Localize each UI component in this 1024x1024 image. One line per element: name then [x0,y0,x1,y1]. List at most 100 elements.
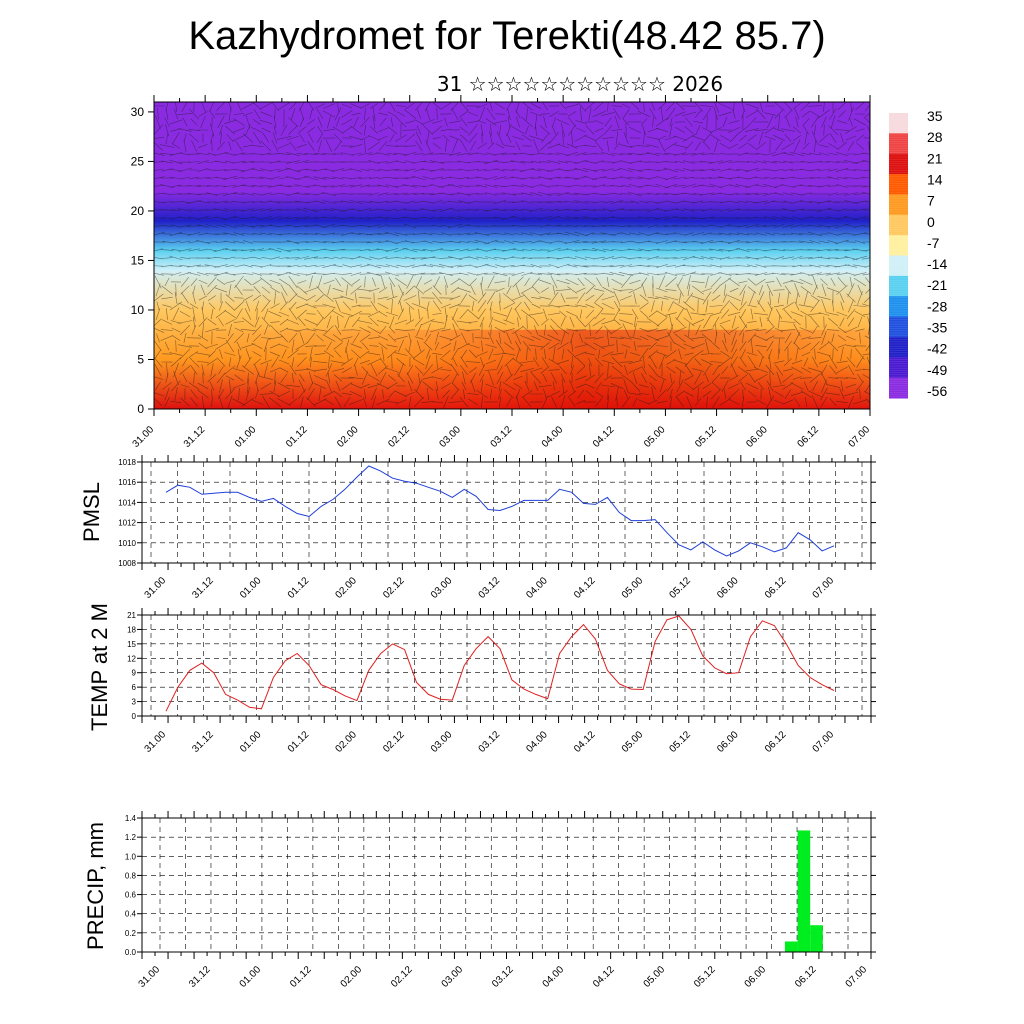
temp-y-tick-label: 21 [127,611,136,620]
pmsl-y-axis-title: PMSL [79,482,104,542]
colorbar-segment [889,214,908,236]
pmsl-x-tick-label: 01.12 [286,575,312,601]
temp-y-tick-label: 12 [127,654,136,663]
temp-x-tick-label: 31.00 [143,729,169,755]
cross-section-x-tick-label: 04.00 [540,424,566,450]
pmsl-x-tick-label: 06.00 [715,575,741,601]
colorbar-segment [889,357,908,379]
precip-x-tick-label: 01.00 [238,964,264,990]
temp-y-tick-label: 0 [132,712,137,721]
colorbar-segment [889,296,908,318]
temp-y-tick-label: 18 [127,625,136,634]
colorbar-label: -42 [927,341,947,357]
colorbar-label: -14 [927,256,947,272]
colorbar-segment [889,113,908,134]
chart-subtitle: 31 ☆☆☆☆☆☆☆☆☆☆☆ 2026 [436,72,724,96]
temp-x-tick-label: 05.12 [668,729,694,755]
temp-x-tick-label: 31.12 [190,729,216,755]
cross-section-y-tick-label: 15 [131,253,145,267]
temp-x-tick-label: 06.12 [763,729,789,755]
temp-y-tick-label: 3 [132,698,137,707]
temp-x-tick-label: 04.00 [524,729,550,755]
wind-vector-paths [154,102,870,409]
colorbar-segment [889,133,908,155]
colorbar-segment [889,336,908,358]
colorbar-segment [889,316,908,338]
pmsl-x-tick-label: 31.12 [190,575,216,601]
pmsl-y-tick-label: 1008 [118,559,136,568]
cross-section-x-tick-label: 07.00 [847,424,873,450]
precip-x-tick-label: 06.12 [793,964,819,990]
colorbar-label: 14 [927,171,943,187]
temp-x-tick-label: 01.12 [286,729,312,755]
temp-y-tick-label: 9 [132,669,137,678]
cross-section-x-tick-label: 04.12 [591,424,617,450]
pmsl-series-line [165,465,835,557]
precip-x-tick-label: 04.00 [541,964,567,990]
temp-y-axis-title: TEMP at 2 M [87,603,112,731]
colorbar-label: 21 [927,150,943,166]
cross-section-y-tick-label: 25 [131,154,145,168]
precip-x-tick-label: 07.00 [844,964,870,990]
cross-section-x-tick-label: 01.12 [284,424,310,450]
precip-bar [810,925,823,952]
temp-y-tick-label: 6 [132,683,137,692]
precip-y-tick-label: 0.8 [125,871,137,880]
precip-bar [784,941,798,952]
temp-x-tick-label: 06.00 [715,729,741,755]
cross-section-y-tick-label: 30 [131,105,145,119]
cross-section-x-tick-label: 31.00 [131,424,157,450]
temp-x-tick-label: 07.00 [811,729,837,755]
temp-y-tick-label: 15 [127,640,136,649]
precip-x-tick-label: 06.00 [743,964,769,990]
colorbar-label: -35 [927,320,947,336]
colorbar: 35 28 21 14 7 0 -7 -14 -21 -28 -35 -42 -49 -56 [889,108,947,399]
cross-section-x-tick-label: 01.00 [233,424,259,450]
pmsl-panel: 1008 1010 1012 1014 1016 1018 31.00 31.12 01.00 0… [79,455,876,601]
colorbar-label: -7 [927,235,940,251]
cross-section-x-tick-label: 31.12 [182,424,208,450]
cross-section-x-tick-label: 05.00 [642,424,668,450]
temp-x-tick-label: 03.12 [477,729,503,755]
pmsl-x-tick-label: 06.12 [763,575,789,601]
pmsl-x-tick-label: 05.00 [620,575,646,601]
pmsl-x-tick-label: 31.00 [143,575,169,601]
colorbar-segment [889,235,908,256]
cross-section-x-tick-label: 06.00 [744,424,770,450]
colorbar-label: -56 [927,383,947,399]
colorbar-label: 35 [927,108,943,124]
wind-vectors [154,102,870,409]
precip-y-tick-label: 0.2 [125,929,137,938]
pmsl-x-tick-label: 03.12 [477,575,503,601]
pmsl-y-tick-label: 1014 [118,498,136,507]
colorbar-label: 7 [927,193,935,209]
pmsl-y-tick-label: 1016 [118,478,136,487]
precip-x-tick-label: 03.00 [440,964,466,990]
cross-section-warm-core [154,329,870,409]
precip-x-tick-label: 31.00 [137,964,163,990]
cross-section-x-tick-label: 02.12 [386,424,412,450]
colorbar-segment [889,275,908,297]
precip-y-tick-label: 1.4 [125,814,137,823]
temp-x-tick-label: 05.00 [620,729,646,755]
precip-x-tick-label: 31.12 [187,964,213,990]
pmsl-y-tick-label: 1012 [118,519,136,528]
pmsl-x-tick-label: 04.00 [524,575,550,601]
pmsl-x-tick-label: 05.12 [668,575,694,601]
precip-x-tick-label: 05.12 [692,964,718,990]
temp-x-tick-label: 02.00 [334,729,360,755]
colorbar-label: 0 [927,214,935,230]
colorbar-label: -49 [927,362,947,378]
precip-y-tick-label: 1.2 [125,833,137,842]
pmsl-x-tick-label: 04.12 [572,575,598,601]
cross-section-x-tick-label: 03.00 [438,424,464,450]
colorbar-segment [889,377,908,399]
temperature-panel: 0 3 6 9 12 15 18 21 31.00 31.12 01.00 01.12 02.00 02.… [87,603,876,755]
colorbar-segment [889,153,908,175]
temp-x-tick-label: 03.00 [429,729,455,755]
chart-title: Kazhydromet for Terekti(48.42 85.7) [188,14,826,58]
colorbar-label: -21 [927,277,947,293]
precip-y-tick-label: 0.0 [125,948,137,957]
precip-y-tick-label: 1.0 [125,852,137,861]
